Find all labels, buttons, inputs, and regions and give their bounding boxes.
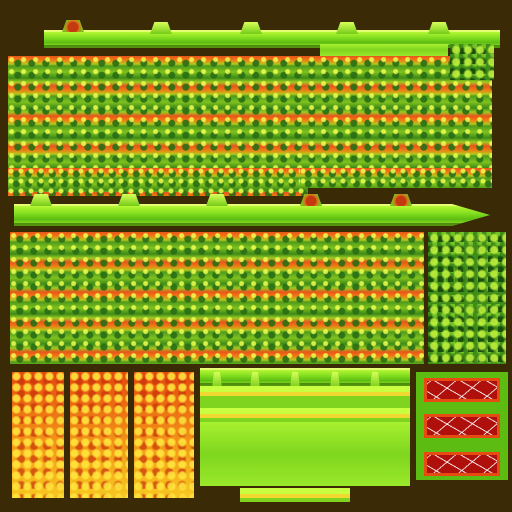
top-wall-strip — [44, 30, 500, 48]
wall-knob-red — [390, 194, 412, 206]
wall-knob — [206, 194, 228, 206]
lava-brick-3 — [424, 452, 500, 476]
autumn-tile-2 — [70, 372, 128, 498]
wall-knob — [428, 22, 450, 34]
wall-knob-red — [300, 194, 322, 206]
autumn-tile-1 — [12, 372, 64, 498]
fence-post — [250, 372, 260, 388]
lava-brick-2 — [424, 414, 500, 438]
fence-post — [212, 372, 222, 388]
foliage-side-strip — [300, 168, 492, 188]
fence-post — [330, 372, 340, 388]
hedge-corner — [450, 44, 494, 80]
lime-panel — [200, 422, 410, 486]
lime-base-strip — [240, 488, 350, 502]
wall-knob — [240, 22, 262, 34]
foliage-upper-strip — [8, 168, 308, 196]
foliage-upper — [8, 56, 492, 168]
wall-ledge — [320, 44, 448, 56]
foliage-lower — [10, 232, 424, 364]
mid-wall-strip — [14, 204, 490, 226]
lava-brick-1 — [424, 378, 500, 402]
wall-knob — [150, 22, 172, 34]
wall-knob — [118, 194, 140, 206]
fence-post — [290, 372, 300, 388]
hedge-right — [428, 232, 506, 364]
wall-knob-red — [62, 20, 84, 32]
wall-knob — [336, 22, 358, 34]
fence-post — [370, 372, 380, 388]
fence-stripe — [200, 386, 410, 422]
wall-knob — [30, 194, 52, 206]
autumn-tile-3 — [134, 372, 194, 498]
